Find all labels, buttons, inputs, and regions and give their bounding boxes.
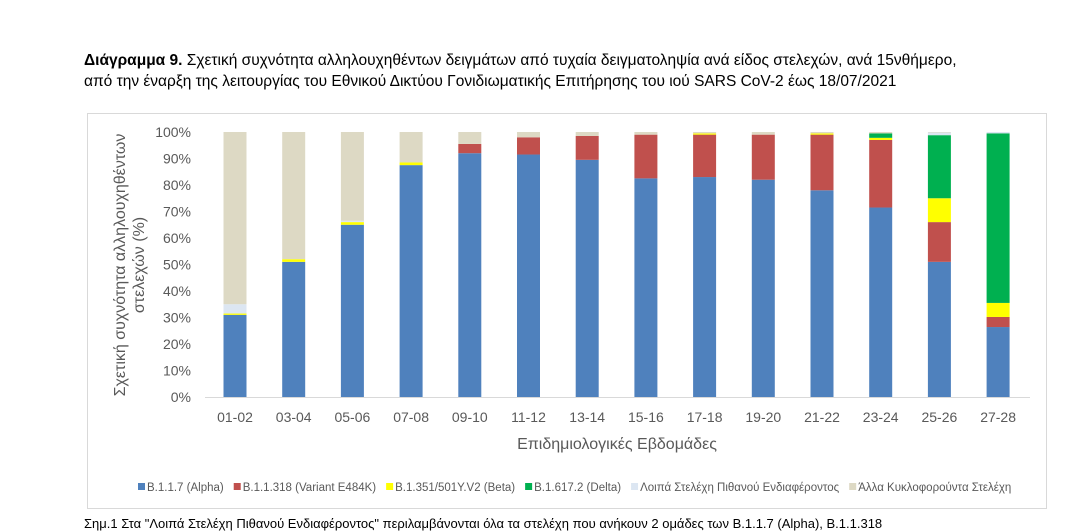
caption-label: Διάγραμμα 9. (84, 52, 183, 69)
y-tick-label: 20% (163, 336, 191, 352)
caption-text: Σχετική συχνότητα αλληλουχηθέντων δειγμά… (84, 52, 957, 90)
bar-segment-09-10-s1 (458, 143, 482, 154)
chart-frame (87, 113, 1047, 509)
bar-segment-25-26-s2 (927, 198, 951, 223)
bar-segment-01-02-s5 (223, 132, 247, 305)
bar-segment-13-14-s5 (575, 132, 599, 136)
bar-segment-19-20-s5 (751, 132, 775, 135)
legend-swatch-2 (386, 483, 394, 490)
y-tick-label: 90% (163, 151, 191, 167)
x-tick-label: 21-22 (804, 409, 840, 425)
legend-label-0: B.1.1.7 (Alpha) (147, 482, 224, 494)
bar-segment-15-16-s1 (634, 134, 658, 179)
bar-segment-27-28-s1 (986, 316, 1010, 328)
bar-segment-19-20-s1 (751, 134, 775, 180)
x-tick-label: 03-04 (276, 409, 312, 425)
legend-label-3: B.1.617.2 (Delta) (534, 482, 621, 494)
bar-segment-23-24-s5 (869, 132, 893, 134)
bar-segment-03-04-s2 (282, 259, 306, 262)
bar-segment-21-22-s0 (810, 190, 834, 397)
bar-segment-27-28-s0 (986, 327, 1010, 397)
x-tick-label: 17-18 (687, 409, 723, 425)
y-tick-label: 0% (171, 389, 191, 405)
legend-swatch-4 (631, 483, 639, 490)
x-tick-label: 25-26 (921, 409, 957, 425)
bar-segment-13-14-s1 (575, 135, 599, 160)
bar-segment-07-08-s5 (399, 132, 423, 163)
bar-segment-01-02-s0 (223, 314, 247, 397)
bar-segment-05-06-s2 (340, 222, 364, 225)
x-tick-label: 23-24 (863, 409, 899, 425)
bar-segment-17-18-s0 (693, 177, 717, 397)
bar-segment-07-08-s2 (399, 162, 423, 166)
legend-label-2: B.1.351/501Y.V2 (Beta) (395, 482, 515, 494)
bar-segment-07-08-s0 (399, 165, 423, 397)
x-tick-label: 19-20 (745, 409, 781, 425)
bar-segment-15-16-s5 (634, 132, 658, 135)
x-tick-label: 11-12 (511, 409, 546, 425)
bar-segment-21-22-s2 (810, 133, 834, 135)
bar-segment-27-28-s4 (986, 132, 1010, 134)
bar-segment-25-26-s0 (927, 261, 951, 397)
bar-segment-23-24-s0 (869, 207, 893, 397)
y-axis-title-line: στελεχών (%) (131, 217, 148, 313)
legend-swatch-3 (525, 483, 533, 490)
figure-caption: Διάγραμμα 9. Σχετική συχνότητα αλληλουχη… (84, 50, 984, 92)
bar-segment-01-02-s4 (223, 304, 247, 314)
x-tick-label: 15-16 (628, 409, 664, 425)
bar-segment-23-24-s1 (869, 139, 893, 208)
legend-swatch-5 (849, 483, 857, 490)
y-tick-label: 80% (163, 177, 191, 193)
bar-segment-03-04-s5 (282, 132, 306, 260)
bar-segment-05-06-s5 (340, 132, 364, 221)
y-tick-label: 50% (163, 257, 191, 273)
bar-segment-25-26-s1 (927, 222, 951, 262)
bar-segment-09-10-s0 (458, 153, 482, 397)
bar-segment-03-04-s0 (282, 261, 306, 397)
y-tick-label: 100% (155, 124, 191, 140)
bar-segment-11-12-s0 (517, 154, 540, 397)
bar-segment-19-20-s0 (751, 179, 775, 397)
y-tick-label: 40% (163, 283, 191, 299)
y-tick-label: 60% (163, 230, 191, 246)
bar-segment-17-18-s2 (693, 133, 717, 135)
bar-segment-13-14-s0 (575, 159, 599, 397)
bar-segment-05-06-s4 (340, 220, 364, 223)
bar-segment-23-24-s2 (869, 137, 893, 140)
y-tick-label: 10% (163, 363, 191, 379)
x-tick-label: 27-28 (980, 409, 1016, 425)
legend-label-4: Λοιπά Στελέχη Πιθανού Ενδιαφέροντος (640, 482, 840, 494)
bar-segment-15-16-s0 (634, 178, 658, 397)
bar-segment-01-02-s2 (223, 313, 247, 315)
bar-segment-21-22-s5 (810, 132, 834, 134)
legend-swatch-0 (138, 483, 145, 490)
y-tick-label: 30% (163, 310, 191, 326)
x-tick-label: 05-06 (334, 409, 370, 425)
x-tick-label: 01-02 (217, 409, 253, 425)
bar-segment-25-26-s5 (927, 132, 951, 133)
legend-label-1: B.1.1.318 (Variant E484K) (243, 482, 377, 494)
legend-label-5: Άλλα Κυκλοφορούντα Στελέχη (858, 482, 1011, 494)
bar-segment-25-26-s3 (927, 135, 951, 199)
bar-segment-23-24-s3 (869, 133, 893, 138)
bar-segment-25-26-s4 (927, 132, 951, 136)
bar-segment-27-28-s2 (986, 302, 1010, 317)
bar-segment-27-28-s3 (986, 133, 1010, 303)
y-tick-label: 70% (163, 204, 191, 220)
x-tick-label: 09-10 (452, 409, 488, 425)
bar-segment-17-18-s1 (693, 134, 717, 178)
x-tick-label: 13-14 (569, 409, 605, 425)
x-axis-title: Επιδημιολογικές Εβδομάδες (517, 436, 717, 453)
bar-segment-11-12-s1 (517, 137, 540, 155)
legend-swatch-1 (233, 483, 241, 490)
bar-segment-21-22-s1 (810, 134, 834, 191)
x-tick-label: 07-08 (393, 409, 429, 425)
bar-segment-09-10-s5 (458, 132, 482, 144)
bar-segment-05-06-s0 (340, 224, 364, 397)
y-axis-title-line: Σχετική συχνότητα αλληλουχηθέντων (112, 134, 129, 397)
bar-segment-17-18-s5 (693, 132, 717, 134)
bar-segment-11-12-s5 (517, 132, 540, 138)
